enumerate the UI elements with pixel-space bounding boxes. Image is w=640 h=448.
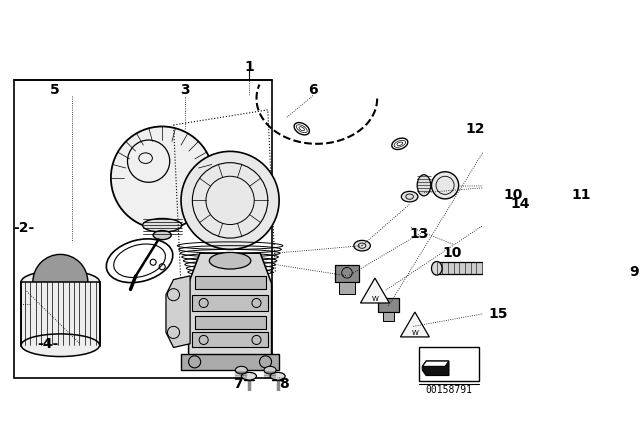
- Circle shape: [431, 172, 459, 199]
- Ellipse shape: [264, 366, 276, 374]
- Bar: [181, 353, 279, 370]
- Ellipse shape: [354, 241, 371, 251]
- Circle shape: [181, 151, 279, 250]
- Bar: [193, 295, 268, 311]
- Text: 8: 8: [280, 377, 289, 391]
- Ellipse shape: [516, 262, 527, 275]
- Bar: [21, 282, 100, 346]
- Text: 11: 11: [571, 188, 591, 202]
- Ellipse shape: [153, 231, 172, 240]
- Polygon shape: [360, 278, 389, 303]
- Text: 15: 15: [488, 306, 508, 321]
- Circle shape: [33, 254, 88, 309]
- Bar: [195, 316, 266, 329]
- Text: 5: 5: [49, 82, 59, 96]
- Bar: [378, 298, 399, 312]
- Ellipse shape: [270, 372, 285, 380]
- Bar: [339, 282, 355, 294]
- Ellipse shape: [401, 191, 418, 202]
- Ellipse shape: [21, 334, 100, 357]
- Ellipse shape: [21, 271, 100, 293]
- Polygon shape: [422, 361, 449, 375]
- Polygon shape: [422, 361, 449, 366]
- Text: 10: 10: [443, 246, 462, 260]
- Text: 13: 13: [409, 227, 428, 241]
- Bar: [434, 262, 524, 274]
- Text: 14: 14: [511, 197, 531, 211]
- Ellipse shape: [431, 262, 442, 275]
- Text: -2-: -2-: [13, 221, 35, 235]
- Bar: [335, 265, 359, 282]
- Text: W: W: [371, 296, 378, 302]
- Circle shape: [111, 126, 214, 229]
- Ellipse shape: [209, 252, 251, 269]
- Bar: [383, 312, 394, 321]
- Bar: [13, 80, 271, 378]
- Text: 1: 1: [244, 60, 254, 74]
- Text: -4-: -4-: [37, 337, 58, 351]
- Text: 12: 12: [465, 122, 485, 136]
- Ellipse shape: [143, 219, 182, 232]
- Ellipse shape: [241, 372, 257, 380]
- Polygon shape: [401, 312, 429, 337]
- Text: 6: 6: [308, 82, 318, 96]
- Ellipse shape: [417, 175, 431, 196]
- Bar: [419, 348, 479, 381]
- Text: 7: 7: [234, 377, 243, 391]
- Text: 9: 9: [629, 265, 639, 279]
- Polygon shape: [166, 276, 190, 348]
- Bar: [195, 276, 266, 289]
- Text: 10: 10: [503, 188, 523, 202]
- Text: W: W: [412, 330, 419, 336]
- Bar: [193, 332, 268, 348]
- Ellipse shape: [236, 366, 248, 374]
- Text: 3: 3: [180, 82, 189, 96]
- Text: 00158791: 00158791: [426, 385, 472, 395]
- Polygon shape: [189, 253, 271, 366]
